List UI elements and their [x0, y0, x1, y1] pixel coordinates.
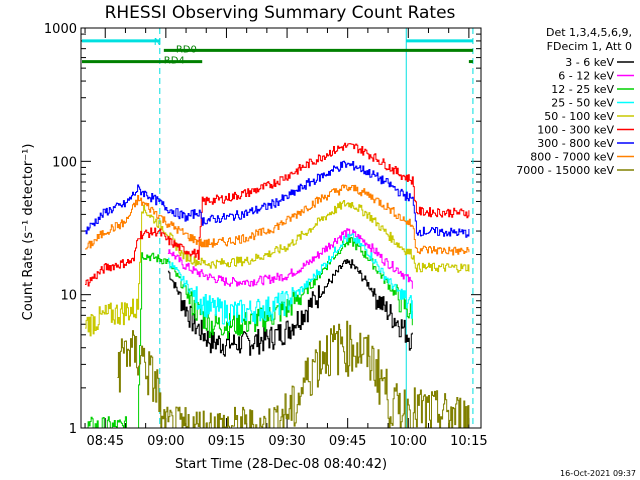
- legend-label: 3 - 6 keV: [565, 56, 614, 69]
- legend-header-line-2: FDecim 1, Att 0: [547, 40, 632, 53]
- y-tick-label: 1000: [44, 22, 77, 37]
- legend-label: 100 - 300 keV: [537, 124, 614, 137]
- x-tick-label: 10:00: [390, 434, 427, 449]
- legend-header-line-1: Det 1,3,4,5,6,9,: [546, 26, 632, 39]
- y-tick-label: 10: [60, 289, 77, 304]
- flag-label-rd0: RD0: [176, 44, 197, 55]
- x-tick-label: 09:00: [147, 434, 184, 449]
- plot-area: 1 10 100 1000 08:45 09:00 09:15 09:30 09:45 10:00…: [44, 22, 488, 449]
- series-line-7: [85, 184, 470, 256]
- flag-label-rd4: RD4: [164, 56, 185, 67]
- flag-label-n: N: [154, 37, 161, 48]
- series-line-6: [85, 160, 470, 238]
- x-tick-label: 09:45: [329, 434, 366, 449]
- legend-label: 6 - 12 keV: [558, 70, 614, 83]
- series-line-3: [167, 233, 413, 326]
- legend-label: 800 - 7000 keV: [530, 151, 614, 164]
- x-tick-label: 08:45: [87, 434, 124, 449]
- legend-label: 50 - 100 keV: [544, 110, 614, 123]
- series-line-0: [167, 259, 413, 357]
- legend-label: 25 - 50 keV: [551, 97, 614, 110]
- plot-frame: [80, 27, 482, 429]
- legend-label: 300 - 800 keV: [537, 137, 614, 150]
- timestamp: 16-Oct-2021 09:37: [560, 469, 636, 478]
- series-line-1: [167, 228, 413, 289]
- chart-title: RHESSI Observing Summary Count Rates: [105, 3, 456, 23]
- x-axis-label: Start Time (28-Dec-08 08:40:42): [175, 457, 387, 472]
- series-line-2: [85, 237, 413, 429]
- y-tick-label: 1: [69, 422, 77, 437]
- x-tick-label: 10:15: [450, 434, 487, 449]
- x-tick-label: 09:30: [268, 434, 305, 449]
- legend-label: 7000 - 15000 keV: [516, 164, 614, 177]
- y-axis-label: Count Rate (s⁻¹ detector⁻¹): [21, 144, 36, 321]
- series-line-4: [85, 200, 470, 337]
- x-tick-label: 09:15: [208, 434, 245, 449]
- series-line-8: [117, 320, 470, 429]
- legend-label: 12 - 25 keV: [551, 83, 614, 96]
- series-line-5: [85, 142, 470, 287]
- y-tick-label: 100: [52, 155, 77, 170]
